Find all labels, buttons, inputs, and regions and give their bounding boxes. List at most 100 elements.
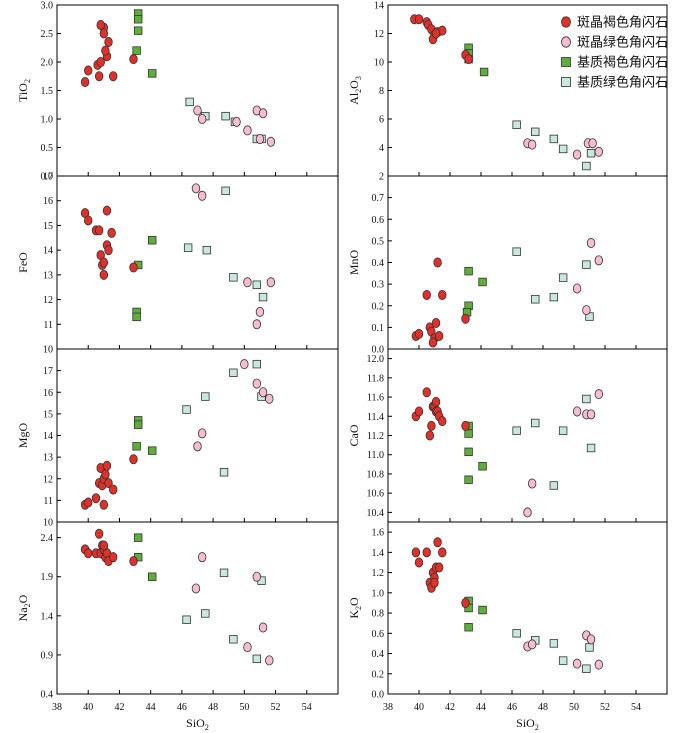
point-mb <box>464 447 473 457</box>
point-pb <box>464 54 473 65</box>
point-pb <box>99 499 109 510</box>
point-pb <box>414 406 424 417</box>
y-tick-label: 13 <box>43 270 53 281</box>
point-pg <box>255 133 265 144</box>
y-axis-label: TiO2 <box>16 79 32 102</box>
y-tick-label: 1.4 <box>372 548 385 559</box>
y-tick-label: 12 <box>43 474 53 485</box>
point-pb <box>102 460 112 471</box>
point-mg <box>229 273 238 282</box>
y-tick-label: 11.2 <box>367 431 384 442</box>
point-mb <box>133 26 143 35</box>
legend-label-pg: 斑晶绿色角闪石 <box>577 35 668 51</box>
y-tick-label: 0.9 <box>41 650 54 661</box>
point-pb <box>94 528 104 539</box>
y-tick-label: 1.4 <box>41 611 54 622</box>
point-mb <box>478 277 487 287</box>
point-mg <box>201 609 210 618</box>
y-axis-label: MnO <box>347 250 361 276</box>
point-mg <box>229 368 238 377</box>
point-pb <box>431 28 441 39</box>
y-tick-label: 10.4 <box>367 508 385 519</box>
y-tick-label: 3.0 <box>41 1 54 12</box>
point-mg <box>558 656 568 665</box>
x-tick-label: 42 <box>114 702 124 713</box>
point-pb <box>414 557 424 568</box>
panel-frame <box>387 521 668 695</box>
point-pg <box>572 658 582 669</box>
y-tick-label: 16 <box>43 196 53 207</box>
point-pb <box>129 556 138 567</box>
point-mb <box>133 420 143 429</box>
point-pg <box>232 116 241 127</box>
legend-marker-mg <box>561 77 571 87</box>
point-pb <box>430 577 439 588</box>
point-pb <box>425 430 435 441</box>
point-pg <box>191 183 201 194</box>
y-tick-label: 0.4 <box>372 258 385 269</box>
y-tick-label: 12 <box>374 29 384 40</box>
point-pb <box>431 396 441 407</box>
point-pb <box>438 416 447 427</box>
point-pb <box>84 497 93 508</box>
x-tick-label: 50 <box>239 702 249 713</box>
point-pb <box>101 45 110 56</box>
point-pg <box>258 108 268 119</box>
y-tick-label: 15 <box>43 221 53 232</box>
x-tick-label: 44 <box>146 702 156 713</box>
point-pg <box>258 622 268 633</box>
y-tick-label: 0.7 <box>372 193 385 204</box>
x-tick-label: 40 <box>83 702 93 713</box>
point-pb <box>427 420 436 431</box>
point-pg <box>197 552 207 563</box>
point-pg <box>594 146 603 157</box>
point-mg <box>202 245 212 255</box>
y-tick-label: 14 <box>43 431 53 442</box>
x-tick-label: 40 <box>414 702 424 713</box>
legend-label-mb: 基质褐色角闪石 <box>577 55 668 71</box>
y-tick-label: 2 <box>379 172 384 183</box>
point-mg <box>582 664 591 673</box>
point-pb <box>433 257 442 268</box>
point-mb <box>133 15 143 24</box>
point-mb <box>148 446 157 455</box>
panel-na2o: 0.4 0.9 1.4 1.9 2.4 Na2O <box>16 521 339 701</box>
point-pb <box>438 289 447 300</box>
x-tick-label: 54 <box>631 702 641 713</box>
point-pg <box>252 571 262 582</box>
point-pb <box>461 313 470 324</box>
y-tick-label: 0.3 <box>372 280 385 291</box>
point-mg <box>558 426 568 435</box>
x-axis-label: SiO2 <box>186 716 209 732</box>
y-tick-label: 0.5 <box>372 236 385 247</box>
point-pg <box>197 428 207 439</box>
y-tick-label: 0.6 <box>372 629 385 640</box>
x-tick-label: 50 <box>569 702 579 713</box>
x-tick-label: 48 <box>538 702 548 713</box>
point-pb <box>129 454 138 465</box>
y-tick-label: 0.4 <box>41 690 54 701</box>
point-pb <box>414 14 424 25</box>
y-tick-label: 17 <box>43 172 53 183</box>
point-pg <box>527 639 537 650</box>
point-pg <box>572 406 582 417</box>
point-pb <box>84 215 93 226</box>
y-tick-label: 11 <box>43 320 53 331</box>
panel-k2o: 0.0 0.2 0.4 0.6 0.8 1.0 1.2 1.4 1.6 K2O <box>347 521 668 701</box>
y-tick-label: 2.4 <box>41 533 54 544</box>
panel-cao: 10.4 10.6 10.8 11.0 11.2 11.4 11.6 11.8 12.0 CaO <box>347 348 668 523</box>
point-mg <box>219 568 229 578</box>
point-pb <box>129 262 138 273</box>
point-pg <box>252 378 262 389</box>
y-tick-label: 0.4 <box>372 649 385 660</box>
legend-marker-mb <box>561 57 571 67</box>
point-pg <box>523 507 532 518</box>
y-axis-label: Na2O <box>16 594 32 621</box>
point-mb <box>479 67 489 77</box>
x-tick-label: 44 <box>476 702 486 713</box>
point-pg <box>527 139 537 150</box>
point-pb <box>411 547 421 558</box>
y-tick-label: 1.6 <box>372 528 385 539</box>
y-tick-label: 1.0 <box>41 115 54 126</box>
